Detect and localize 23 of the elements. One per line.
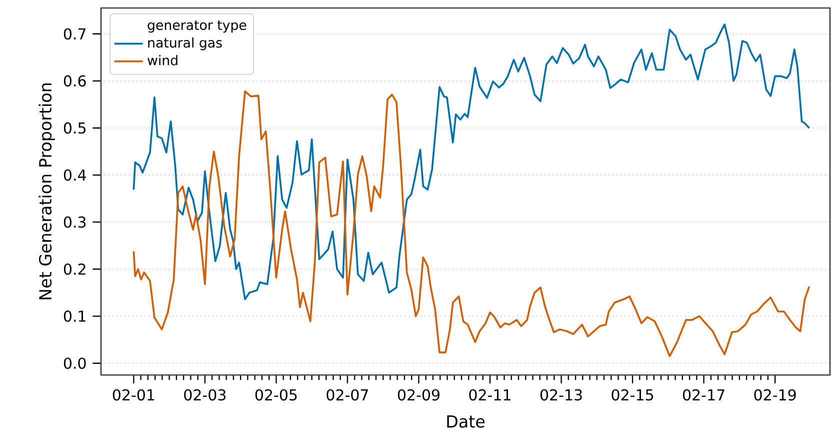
- y-tick-label: 0.2: [64, 263, 86, 275]
- x-axis-title: Date: [447, 415, 485, 428]
- legend-label: wind: [148, 55, 178, 66]
- x-tick-label: 02-01: [112, 389, 154, 401]
- x-tick-label: 02-11: [469, 389, 510, 401]
- y-tick-label: 0.3: [64, 216, 86, 228]
- y-tick-label: 0.0: [64, 358, 86, 369]
- y-tick-label: 0.7: [64, 28, 86, 40]
- x-tick-label: 02-03: [184, 389, 226, 401]
- x-tick-label: 02-19: [754, 389, 796, 401]
- x-tick-label: 02-13: [540, 389, 582, 401]
- x-tick-label: 02-09: [398, 389, 440, 401]
- legend-title: generator type: [148, 20, 246, 33]
- y-tick-label: 0.6: [64, 75, 86, 87]
- y-axis-title: Net Generation Proportion: [38, 83, 55, 300]
- y-tick-label: 0.4: [64, 169, 86, 181]
- x-tick-label: 02-17: [683, 389, 724, 401]
- y-tick-label: 0.1: [64, 310, 86, 322]
- x-tick-label: 02-15: [612, 389, 654, 401]
- y-tick-label: 0.5: [64, 122, 86, 134]
- x-tick-label: 02-07: [326, 389, 368, 401]
- x-tick-label: 02-05: [255, 389, 297, 401]
- legend-label: natural gas: [148, 37, 222, 50]
